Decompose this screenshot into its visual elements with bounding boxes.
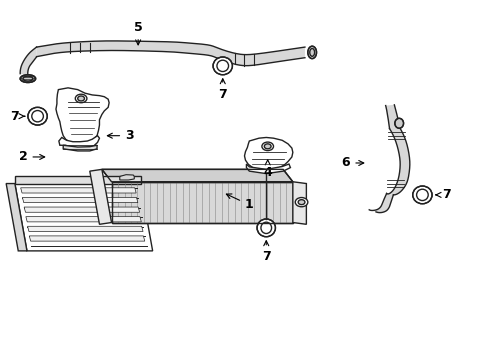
Text: 1: 1 [226, 194, 253, 211]
Circle shape [75, 94, 87, 103]
Ellipse shape [307, 46, 316, 59]
Polygon shape [120, 175, 134, 180]
Polygon shape [15, 176, 140, 184]
Polygon shape [292, 182, 306, 224]
Polygon shape [90, 169, 111, 224]
Circle shape [295, 198, 307, 207]
Ellipse shape [20, 75, 36, 82]
Polygon shape [15, 184, 152, 251]
Ellipse shape [394, 118, 403, 128]
Text: 5: 5 [134, 21, 142, 45]
Polygon shape [102, 169, 292, 182]
Polygon shape [20, 188, 136, 193]
Circle shape [78, 96, 84, 101]
Circle shape [298, 200, 305, 204]
Ellipse shape [257, 219, 275, 237]
Text: 7: 7 [10, 110, 25, 123]
Polygon shape [59, 136, 99, 149]
Polygon shape [368, 193, 393, 213]
Polygon shape [20, 47, 37, 76]
Text: 4: 4 [263, 160, 271, 179]
Polygon shape [244, 138, 292, 171]
Polygon shape [27, 226, 143, 231]
Ellipse shape [28, 107, 47, 125]
Polygon shape [385, 105, 398, 129]
Polygon shape [386, 127, 409, 195]
Polygon shape [29, 236, 144, 241]
Text: 6: 6 [341, 157, 363, 170]
Circle shape [264, 144, 270, 149]
Polygon shape [63, 145, 97, 151]
Text: 3: 3 [107, 129, 134, 142]
Polygon shape [22, 197, 138, 203]
Polygon shape [111, 182, 292, 222]
Polygon shape [24, 207, 139, 212]
Polygon shape [246, 164, 290, 174]
Polygon shape [6, 184, 27, 251]
Ellipse shape [412, 186, 431, 204]
Polygon shape [26, 217, 141, 222]
Polygon shape [37, 41, 305, 66]
Text: 7: 7 [218, 79, 226, 101]
Text: 7: 7 [435, 188, 450, 201]
Ellipse shape [213, 57, 232, 75]
Text: 2: 2 [19, 150, 44, 163]
Text: 7: 7 [262, 241, 270, 264]
Circle shape [262, 142, 273, 150]
Polygon shape [56, 88, 109, 145]
